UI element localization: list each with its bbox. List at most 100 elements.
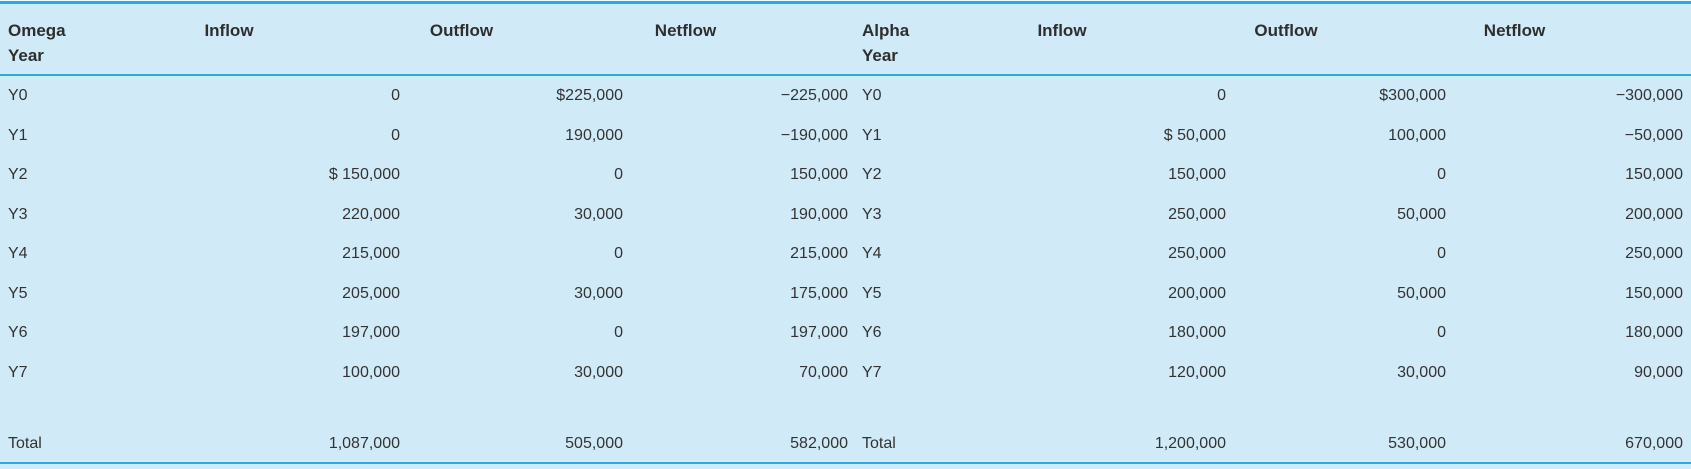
omega-row: Y2 $ 150,000 0 150,000 (0, 155, 848, 195)
netflow-cell: −50,000 (1624, 126, 1683, 144)
omega-netflow-column-header: Netflow (654, 21, 717, 40)
inflow-cell: $ 50,000 (1163, 126, 1226, 144)
omega-label: Omega (8, 21, 66, 40)
netflow-cell: −300,000 (1615, 87, 1683, 104)
netflow-cell: 150,000 (790, 166, 848, 183)
netflow-cell: 250,000 (1625, 245, 1683, 262)
alpha-row: Y2 150,000 0 150,000 (848, 155, 1691, 195)
year-cell: Y0 (8, 87, 28, 104)
bottom-border-rule (0, 462, 1691, 464)
netflow-cell: 197,000 (790, 324, 848, 341)
year-cell: Y3 (8, 205, 28, 223)
alpha-total-netflow-cell: 670,000 (1625, 435, 1683, 452)
outflow-cell: 0 (614, 245, 623, 262)
omega-inflow-column-header: Inflow (204, 21, 254, 40)
netflow-cell: 200,000 (1625, 205, 1683, 223)
alpha-label: Alpha (862, 21, 910, 40)
outflow-cell: 190,000 (565, 126, 623, 144)
omega-total-row: Total 1,087,000 505,000 582,000 (0, 426, 848, 462)
omega-row: Y1 0 190,000 −190,000 (0, 116, 848, 156)
table-row: Y6 197,000 0 197,000 Y6 180,000 0 180,00… (0, 313, 1691, 353)
outflow-cell: 50,000 (1397, 205, 1446, 223)
year-label: Year (8, 46, 44, 65)
year-cell: Y1 (8, 126, 28, 144)
omega-total-inflow-cell: 1,087,000 (328, 435, 400, 452)
alpha-outflow-column-header: Outflow (1254, 21, 1318, 40)
alpha-total-row: Total 1,200,000 530,000 670,000 (848, 426, 1691, 462)
table-row: Y2 $ 150,000 0 150,000 Y2 150,000 0 150,… (0, 155, 1691, 195)
outflow-cell: 30,000 (574, 284, 623, 302)
omega-row: Y6 197,000 0 197,000 (0, 313, 848, 353)
alpha-total-inflow-cell: 1,200,000 (1154, 435, 1226, 452)
year-cell: Y6 (8, 324, 28, 341)
inflow-cell: 0 (391, 87, 400, 104)
netflow-cell: 90,000 (1634, 363, 1683, 381)
table-row: Y3 220,000 30,000 190,000 Y3 250,000 50,… (0, 195, 1691, 235)
netflow-cell: 150,000 (1625, 166, 1683, 183)
alpha-row: Y4 250,000 0 250,000 (848, 234, 1691, 274)
inflow-cell: 100,000 (342, 363, 400, 381)
year-cell: Y4 (862, 245, 882, 262)
inflow-cell: 0 (1217, 87, 1226, 104)
netflow-cell: 150,000 (1625, 284, 1683, 302)
inflow-cell: $ 150,000 (328, 166, 400, 183)
table-row: Y1 0 190,000 −190,000 Y1 $ 50,000 100,00… (0, 116, 1691, 156)
outflow-cell: 0 (614, 324, 623, 341)
table-row: Y5 205,000 30,000 175,000 Y5 200,000 50,… (0, 274, 1691, 314)
outflow-cell: 0 (1437, 166, 1446, 183)
year-cell: Y3 (862, 205, 882, 223)
table-row: Y7 100,000 30,000 70,000 Y7 120,000 30,0… (0, 353, 1691, 393)
outflow-cell: 30,000 (574, 205, 623, 223)
omega-total-outflow-cell: 505,000 (565, 435, 623, 452)
alpha-netflow-column-header: Netflow (1483, 21, 1546, 40)
inflow-cell: 220,000 (342, 205, 400, 223)
year-cell: Y5 (862, 284, 882, 302)
table-row: Y4 215,000 0 215,000 Y4 250,000 0 250,00… (0, 234, 1691, 274)
netflow-cell: 70,000 (799, 363, 848, 381)
inflow-cell: 250,000 (1168, 205, 1226, 223)
omega-row: Y4 215,000 0 215,000 (0, 234, 848, 274)
table-row: Y0 0 $225,000 −225,000 Y0 0 $300,000 −30… (0, 76, 1691, 116)
inflow-cell: 0 (391, 126, 400, 144)
year-cell: Y7 (8, 363, 28, 381)
year-cell: Y6 (862, 324, 882, 341)
alpha-total-outflow-cell: 530,000 (1388, 435, 1446, 452)
outflow-cell: $300,000 (1379, 87, 1446, 104)
omega-row: Y0 0 $225,000 −225,000 (0, 76, 848, 116)
inflow-cell: 150,000 (1168, 166, 1226, 183)
inflow-cell: 250,000 (1168, 245, 1226, 262)
alpha-row: Y7 120,000 30,000 90,000 (848, 353, 1691, 393)
omega-total-netflow-cell: 582,000 (790, 435, 848, 452)
omega-outflow-column-header: Outflow (429, 21, 494, 40)
top-border-rule (0, 1, 1691, 4)
alpha-row: Y3 250,000 50,000 200,000 (848, 195, 1691, 235)
year-cell: Y1 (862, 126, 882, 144)
netflow-cell: 175,000 (790, 284, 848, 302)
inflow-cell: 180,000 (1168, 324, 1226, 341)
inflow-cell: 197,000 (342, 324, 400, 341)
year-cell: Y4 (8, 245, 28, 262)
netflow-cell: 180,000 (1625, 324, 1683, 341)
netflow-cell: −225,000 (780, 87, 848, 104)
year-cell: Y2 (862, 166, 882, 183)
inflow-cell: 205,000 (342, 284, 400, 302)
year-cell: Y5 (8, 284, 28, 302)
inflow-cell: 120,000 (1168, 363, 1226, 381)
total-label: Total (8, 435, 42, 452)
outflow-cell: 0 (1437, 245, 1446, 262)
year-cell: Y2 (8, 166, 28, 183)
outflow-cell: 100,000 (1388, 126, 1446, 144)
outflow-cell: 30,000 (574, 363, 623, 381)
alpha-year-column-header: Alpha Year (862, 18, 998, 74)
omega-row: Y5 205,000 30,000 175,000 (0, 274, 848, 314)
omega-row: Y7 100,000 30,000 70,000 (0, 353, 848, 393)
outflow-cell: 30,000 (1397, 363, 1446, 381)
year-label: Year (862, 46, 898, 65)
alpha-row: Y6 180,000 0 180,000 (848, 313, 1691, 353)
outflow-cell: 0 (614, 166, 623, 183)
inflow-cell: 200,000 (1168, 284, 1226, 302)
alpha-inflow-column-header: Inflow (1037, 21, 1087, 40)
bottom-edge-strip (0, 464, 1691, 469)
omega-row: Y3 220,000 30,000 190,000 (0, 195, 848, 235)
